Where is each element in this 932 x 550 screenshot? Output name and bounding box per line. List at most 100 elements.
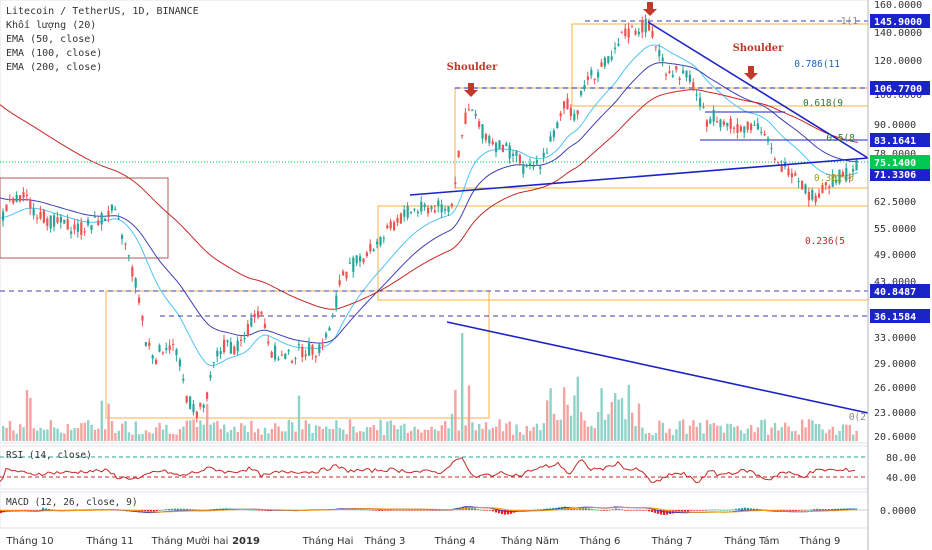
volume-bar bbox=[491, 427, 494, 441]
macd-hist-bar bbox=[51, 509, 54, 511]
volume-bar bbox=[8, 420, 12, 441]
candle-body bbox=[481, 124, 484, 139]
price-tick: 23.0000 bbox=[874, 408, 916, 419]
macd-hist-bar bbox=[357, 509, 360, 510]
macd-hist-bar bbox=[381, 510, 384, 511]
volume-bar bbox=[457, 430, 460, 441]
volume-bar bbox=[328, 428, 331, 441]
volume-bar bbox=[539, 430, 542, 441]
volume-bar bbox=[348, 419, 352, 441]
time-label: Tháng 10 bbox=[5, 535, 53, 547]
candle-body bbox=[151, 355, 154, 359]
volume-bar bbox=[828, 429, 831, 441]
candle-body bbox=[682, 70, 685, 74]
volume-bar bbox=[318, 426, 321, 441]
candle-body bbox=[624, 28, 627, 37]
macd-hist-bar bbox=[36, 510, 39, 511]
candle-body bbox=[63, 219, 66, 224]
macd-hist-bar bbox=[738, 508, 741, 510]
volume-bar bbox=[743, 433, 746, 441]
candle-body bbox=[773, 158, 776, 160]
macd-hist-bar bbox=[702, 510, 705, 511]
volume-bar bbox=[107, 403, 110, 441]
volume-bar bbox=[855, 430, 858, 441]
candle-body bbox=[185, 396, 188, 403]
volume-bar bbox=[658, 420, 661, 441]
volume-bar bbox=[12, 430, 15, 441]
candle-body bbox=[342, 271, 345, 276]
volume-bar bbox=[440, 425, 443, 441]
volume-bar bbox=[32, 428, 35, 441]
candle-body bbox=[107, 211, 110, 217]
volume-bar bbox=[345, 434, 348, 441]
fib-label: 0.236(5 bbox=[805, 236, 845, 247]
macd-hist-bar bbox=[369, 509, 372, 511]
ema-50-line bbox=[0, 44, 859, 367]
macd-hist-bar bbox=[399, 510, 402, 511]
volume-bar bbox=[631, 412, 634, 441]
candle-body bbox=[804, 184, 807, 194]
volume-bar bbox=[484, 422, 488, 441]
candle-body bbox=[352, 257, 355, 272]
time-label: Tháng Hai bbox=[302, 535, 354, 547]
candle-body bbox=[311, 345, 314, 355]
candle-body bbox=[831, 174, 834, 187]
candle-body bbox=[794, 173, 797, 176]
macd-hist-bar bbox=[153, 510, 156, 512]
macd-hist-bar bbox=[591, 509, 594, 510]
candle-body bbox=[335, 295, 338, 308]
candle-body bbox=[797, 181, 800, 182]
volume-bar bbox=[80, 423, 83, 441]
candle-body bbox=[576, 110, 579, 115]
candle-body bbox=[617, 43, 620, 46]
candle-body bbox=[308, 343, 311, 356]
volume-bar bbox=[695, 426, 698, 441]
macd-hist-bar bbox=[705, 510, 708, 511]
time-label: Tháng 4 bbox=[434, 535, 476, 547]
macd-hist-bar bbox=[252, 509, 255, 511]
candle-body bbox=[29, 200, 32, 209]
volume-bar bbox=[804, 427, 807, 441]
volume-bar bbox=[311, 432, 314, 441]
candle-body bbox=[403, 209, 406, 217]
macd-hist-bar bbox=[192, 509, 195, 510]
macd-series bbox=[0, 506, 868, 515]
volume-bar bbox=[692, 420, 695, 441]
volume-bar bbox=[124, 421, 127, 441]
macd-hist-bar bbox=[663, 510, 666, 515]
fib-label: 0.786(11 bbox=[794, 59, 840, 70]
volume-bar bbox=[614, 393, 617, 441]
volume-bar bbox=[525, 426, 528, 441]
candle-body bbox=[2, 211, 5, 221]
macd-hist-bar bbox=[543, 508, 546, 510]
candle-body bbox=[104, 218, 107, 221]
volume-bar bbox=[535, 423, 539, 441]
volume-bar bbox=[556, 420, 559, 441]
macd-hist-bar bbox=[180, 508, 183, 510]
macd-hist-bar bbox=[375, 510, 378, 511]
macd-hist-bar bbox=[696, 510, 699, 511]
candle-body bbox=[93, 216, 96, 218]
volume-bar bbox=[671, 434, 675, 441]
candle-body bbox=[36, 217, 39, 219]
volume-bar bbox=[712, 422, 715, 441]
volume-bar bbox=[416, 429, 420, 441]
volume-bar bbox=[277, 426, 280, 441]
macd-hist-bar bbox=[780, 510, 783, 511]
candle-body bbox=[532, 166, 535, 168]
macd-hist-bar bbox=[417, 510, 420, 511]
volume-bar bbox=[641, 427, 644, 441]
candle-body bbox=[702, 106, 705, 108]
volume-bar bbox=[110, 421, 114, 441]
candle-body bbox=[501, 145, 504, 152]
candle-body bbox=[671, 75, 674, 77]
macd-hist-bar bbox=[159, 510, 162, 511]
volume-bar bbox=[243, 425, 246, 441]
macd-hist-bar bbox=[492, 510, 495, 512]
volume-bar bbox=[627, 384, 630, 441]
macd-hist-bar bbox=[477, 509, 480, 510]
candle-body bbox=[304, 354, 307, 357]
time-label: Tháng Năm bbox=[500, 535, 559, 547]
